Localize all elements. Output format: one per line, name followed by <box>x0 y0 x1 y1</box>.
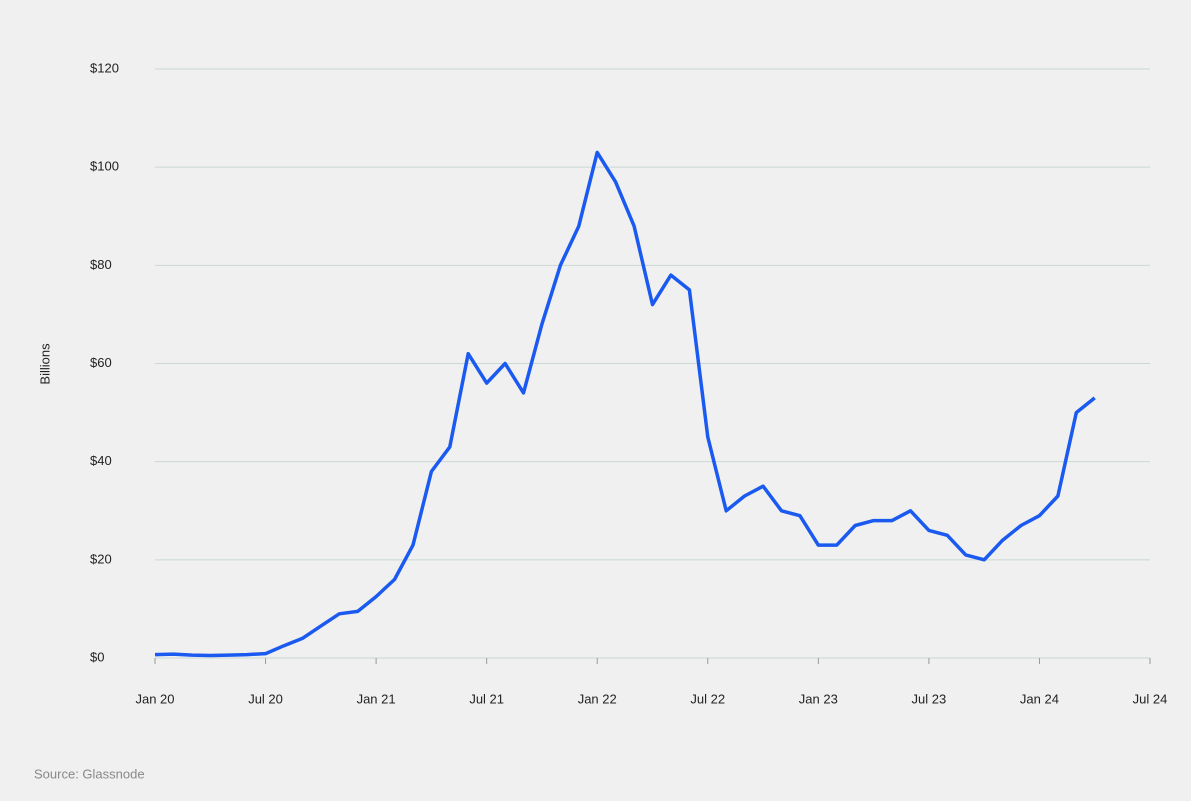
y-tick-label: $60 <box>90 355 112 370</box>
y-tick-label: $40 <box>90 453 112 468</box>
x-tick-label: Jul 22 <box>690 691 725 706</box>
source: Source: Glassnode <box>34 766 145 781</box>
x-tick-label: Jan 22 <box>578 691 617 706</box>
y-axis-label: Billions <box>37 343 52 385</box>
y-tick-label: $100 <box>90 159 119 174</box>
x-tick-label: Jul 20 <box>248 691 283 706</box>
line <box>154 150 1096 658</box>
x-tick-label: Jul 24 <box>1133 691 1168 706</box>
y-tick-label: $120 <box>90 60 119 75</box>
x-tick-label: Jan 24 <box>1020 691 1059 706</box>
x-tick-label: Jan 23 <box>799 691 838 706</box>
x-tick-label: Jan 21 <box>357 691 396 706</box>
x-tick-label: Jul 21 <box>469 691 504 706</box>
y-tick-label: $20 <box>90 551 112 566</box>
y-tick-label: $0 <box>90 649 104 664</box>
x-tick-label: Jul 23 <box>912 691 947 706</box>
y-tick-label: $80 <box>90 257 112 272</box>
x-tick-label: Jan 20 <box>135 691 174 706</box>
